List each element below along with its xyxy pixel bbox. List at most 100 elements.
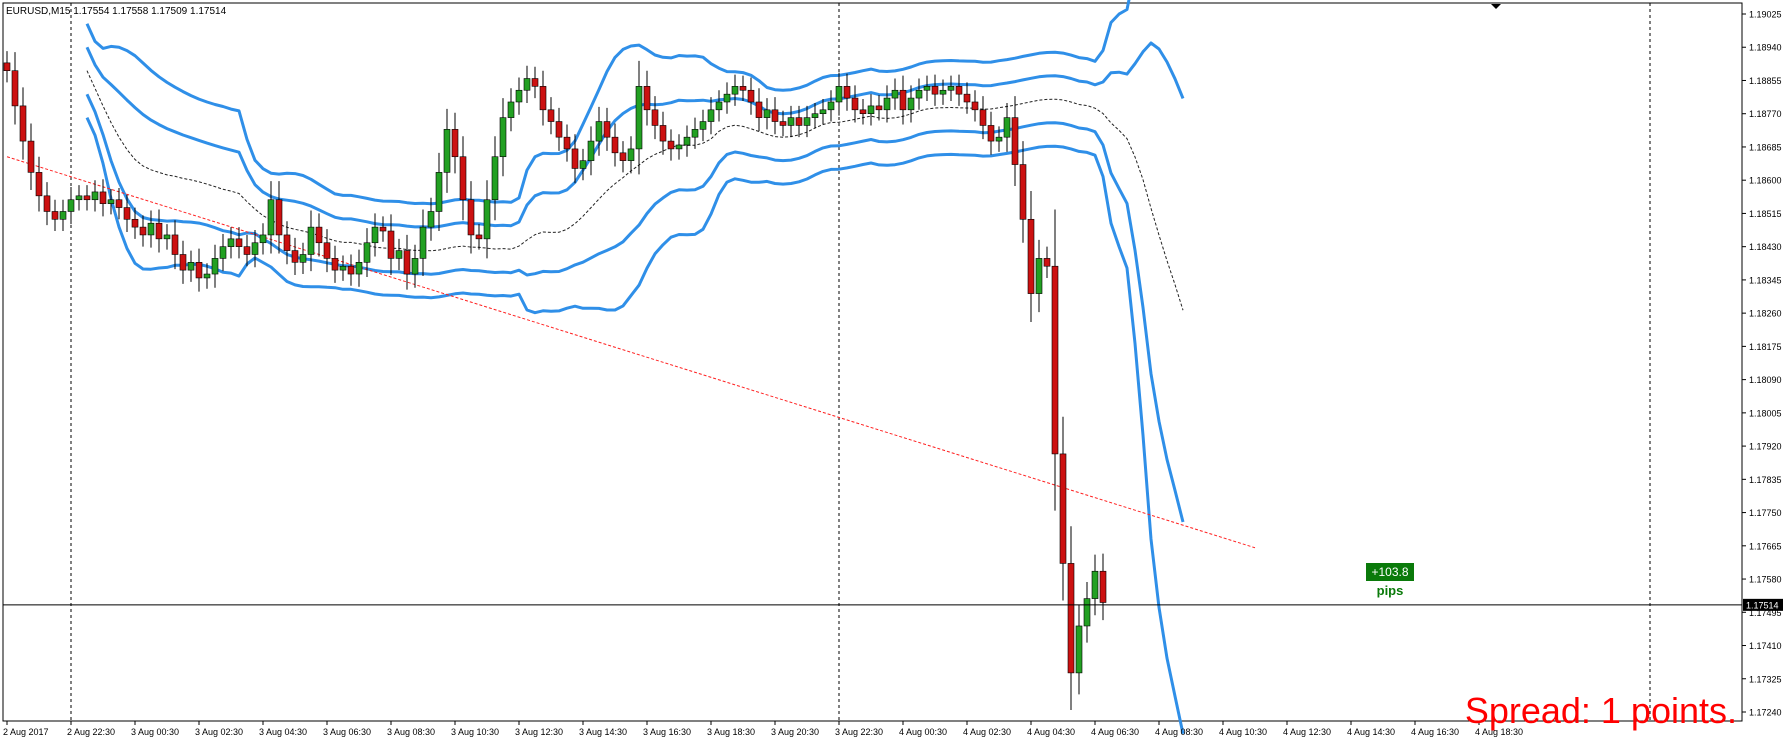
y-tick-label: 1.18685 xyxy=(1749,142,1782,152)
candle-body xyxy=(227,238,235,247)
candle xyxy=(939,79,947,105)
y-tick-label: 1.17835 xyxy=(1749,475,1782,485)
trendline xyxy=(6,156,1256,549)
candle xyxy=(987,111,995,155)
candle xyxy=(267,181,275,254)
candle xyxy=(307,210,315,272)
candle xyxy=(1075,604,1083,695)
candle xyxy=(179,240,187,284)
candle xyxy=(483,180,491,259)
candle-body xyxy=(603,121,611,138)
candle xyxy=(931,74,939,106)
candle-body xyxy=(979,109,987,126)
candle-body xyxy=(859,109,867,115)
y-tick-label: 1.17410 xyxy=(1749,641,1782,651)
y-tick-label: 1.18175 xyxy=(1749,342,1782,352)
candle-body xyxy=(579,160,587,169)
candle xyxy=(195,248,203,292)
candle-body xyxy=(83,195,91,201)
candle xyxy=(963,82,971,114)
candle xyxy=(99,179,107,217)
candle xyxy=(1043,246,1051,278)
candle xyxy=(603,107,611,151)
candle xyxy=(995,126,1003,152)
candle-body xyxy=(963,93,971,103)
candle xyxy=(75,185,83,211)
candle xyxy=(35,156,43,212)
candle-body xyxy=(1059,453,1067,564)
candle-body xyxy=(627,148,635,161)
x-tick-label: 3 Aug 18:30 xyxy=(707,727,755,737)
candle-body xyxy=(379,226,387,232)
candle xyxy=(467,181,475,254)
candle xyxy=(683,125,691,157)
y-tick-label: 1.19025 xyxy=(1749,10,1782,20)
y-tick-label: 1.18005 xyxy=(1749,408,1782,418)
candle-body xyxy=(91,191,99,201)
candle-body xyxy=(819,109,827,115)
candle-body xyxy=(1035,258,1043,294)
candle-body xyxy=(971,101,979,111)
y-tick-label: 1.18515 xyxy=(1749,209,1782,219)
x-tick-label: 2 Aug 22:30 xyxy=(67,727,115,737)
x-tick-label: 3 Aug 14:30 xyxy=(579,727,627,737)
candle xyxy=(363,228,371,277)
candle xyxy=(331,245,339,283)
candle-body xyxy=(155,222,163,240)
lower-band-outer xyxy=(85,116,1185,735)
candle-body xyxy=(787,117,795,126)
candle xyxy=(811,102,819,129)
candle xyxy=(571,134,579,184)
candle-body xyxy=(171,234,179,255)
candle-body xyxy=(731,86,739,95)
candle-body xyxy=(443,129,451,173)
candle xyxy=(691,117,699,149)
candle-body xyxy=(259,234,267,244)
y-tick-label: 1.18345 xyxy=(1749,275,1782,285)
candle xyxy=(699,109,707,142)
candle-body xyxy=(1019,164,1027,220)
candle-body xyxy=(3,62,11,72)
candle xyxy=(563,124,571,162)
candle xyxy=(403,234,411,290)
candle-body xyxy=(203,273,211,279)
candle-body xyxy=(395,250,403,259)
candle-body xyxy=(459,156,467,201)
candle-body xyxy=(523,78,531,91)
candle xyxy=(83,185,91,211)
candle xyxy=(707,97,715,135)
candle xyxy=(339,255,347,281)
candle-body xyxy=(707,109,715,122)
candle xyxy=(1051,209,1059,511)
x-tick-label: 4 Aug 10:30 xyxy=(1219,727,1267,737)
candle xyxy=(395,238,403,271)
y-tick-label: 1.18260 xyxy=(1749,309,1782,319)
candle xyxy=(139,215,147,247)
candle xyxy=(1011,96,1019,187)
candle xyxy=(443,108,451,193)
candle-body xyxy=(387,230,395,259)
candle xyxy=(803,105,811,138)
candle xyxy=(1035,239,1043,313)
candle xyxy=(651,96,659,140)
x-tick-label: 4 Aug 02:30 xyxy=(963,727,1011,737)
candle xyxy=(459,136,467,221)
candle-body xyxy=(75,195,83,201)
candle xyxy=(427,197,435,241)
candle xyxy=(899,75,907,125)
candle-body xyxy=(139,226,147,236)
candle-body xyxy=(147,222,155,236)
candle-body xyxy=(299,254,307,263)
candle xyxy=(715,90,723,122)
x-tick-label: 3 Aug 02:30 xyxy=(195,727,243,737)
candle xyxy=(1083,581,1091,643)
candle xyxy=(883,85,891,123)
candle xyxy=(611,123,619,167)
candle-body xyxy=(691,129,699,138)
candle xyxy=(347,254,355,286)
candle-body xyxy=(491,156,499,201)
upper-band-outer xyxy=(85,0,1131,206)
candle xyxy=(755,88,763,132)
